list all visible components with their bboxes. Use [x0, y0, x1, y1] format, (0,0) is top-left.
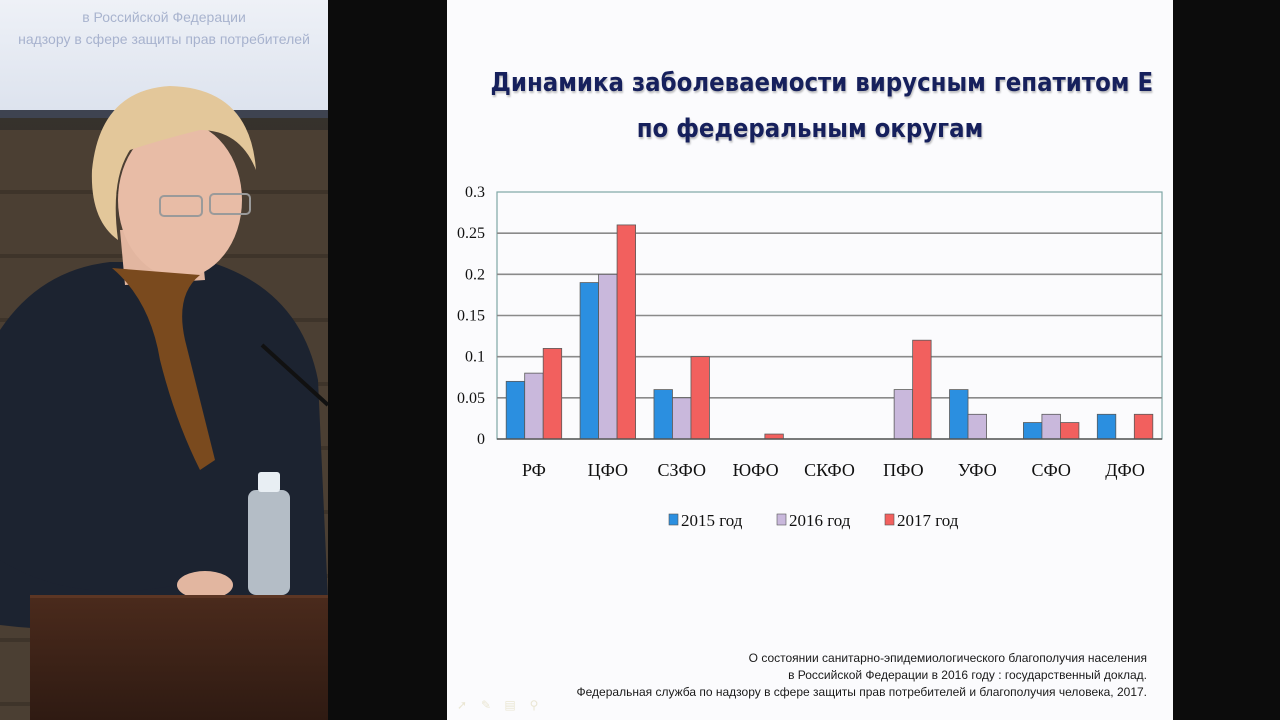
slideshow-toolbar: ➚ ✎ ▤ ⚲ [455, 698, 541, 712]
bar-1 [1096, 413, 1117, 440]
lectern [30, 595, 328, 720]
bar-1 [949, 389, 969, 440]
y-tick-label: 0.3 [465, 184, 485, 201]
x-tick-label: ДФО [1105, 460, 1145, 480]
slide-title-line: Динамика заболеваемости вирусным гепатит… [490, 68, 1154, 98]
source-citation: О состоянии санитарно-эпидемиологическог… [577, 650, 1147, 701]
bar-2 [1041, 413, 1061, 440]
y-tick-label: 0.15 [457, 308, 485, 325]
legend-label: 2017 год [897, 511, 959, 530]
bar-3 [1060, 422, 1080, 440]
zoom-icon[interactable]: ⚲ [529, 698, 539, 712]
x-tick-label: РФ [522, 460, 546, 480]
bar-1 [653, 389, 673, 440]
legend-label: 2015 год [681, 511, 743, 530]
bar-1 [505, 380, 526, 440]
bar-3 [616, 224, 636, 440]
x-tick-label: ЦФО [588, 460, 628, 480]
x-tick-label: СЗФО [657, 460, 705, 480]
legend-swatch [884, 513, 895, 526]
x-tick-label: СКФО [804, 460, 855, 480]
legend-swatch [776, 513, 787, 526]
bar-3 [764, 433, 784, 440]
x-tick-label: УФО [958, 460, 997, 480]
bar-2 [524, 372, 544, 440]
bar-2 [672, 397, 692, 440]
speaker-figure [0, 86, 328, 630]
slide-title: Динамика заболеваемости вирусным гепатит… [490, 60, 1154, 152]
bar-2 [598, 273, 618, 440]
presentation-slide: Динамика заболеваемости вирусным гепатит… [447, 0, 1173, 720]
x-tick-label: СФО [1031, 460, 1070, 480]
bar-3 [912, 339, 932, 440]
bar-1 [579, 282, 599, 440]
bar-3 [542, 348, 563, 440]
projector-text-line: надзору в сфере защиты прав потребителей [18, 31, 310, 47]
source-line: Федеральная служба по надзору в сфере за… [576, 685, 1147, 699]
bar-2 [893, 389, 914, 440]
source-line: в Российской Федерации в 2016 году : гос… [788, 668, 1147, 682]
bar-1 [1023, 422, 1043, 440]
bar-2 [967, 413, 987, 440]
projector-text: в Российской Федерации надзору в сфере з… [0, 6, 328, 50]
projector-text-line: в Российской Федерации [82, 9, 246, 25]
legend-label: 2016 год [789, 511, 851, 530]
x-tick-label: ПФО [883, 460, 923, 480]
y-tick-label: 0.1 [465, 349, 485, 366]
y-tick-label: 0 [477, 431, 485, 448]
bar-3 [1133, 413, 1154, 440]
bar-chart: 0 0.05 0.1 0.15 0.2 0.25 0.3 РФ ЦФО СЗФО ЮФО СКФО ПФ… [457, 184, 1163, 530]
y-tick-label: 0.2 [465, 266, 485, 283]
y-tick-label: 0.05 [457, 390, 485, 407]
y-tick-label: 0.25 [457, 225, 485, 242]
arrow-icon[interactable]: ➚ [456, 698, 468, 712]
x-tick-label: ЮФО [733, 460, 779, 480]
bar-3 [690, 356, 710, 440]
source-line: О состоянии санитарно-эпидемиологическог… [748, 651, 1147, 665]
slides-icon[interactable]: ▤ [504, 698, 516, 712]
camera-video-panel: в Российской Федерации надзору в сфере з… [0, 0, 328, 720]
pen-icon[interactable]: ✎ [480, 698, 492, 712]
legend-swatch [668, 513, 679, 526]
slide-title-line: по федеральным округам [636, 114, 984, 144]
